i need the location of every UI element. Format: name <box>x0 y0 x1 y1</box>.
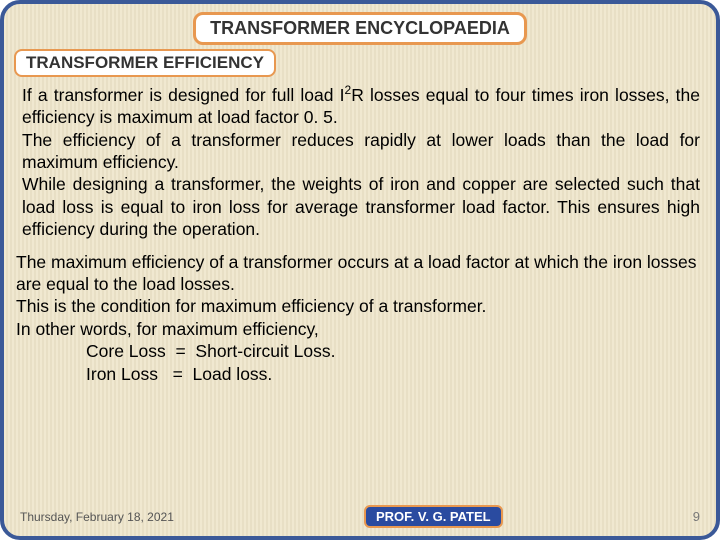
slide-subtitle: TRANSFORMER EFFICIENCY <box>14 49 276 77</box>
slide-container: TRANSFORMER ENCYCLOPAEDIA TRANSFORMER EF… <box>0 0 720 540</box>
equation-2: Iron Loss = Load loss. <box>86 364 272 384</box>
p4-text: The maximum efficiency of a transformer … <box>16 252 697 294</box>
slide-title: TRANSFORMER ENCYCLOPAEDIA <box>193 12 527 45</box>
footer-author: PROF. V. G. PATEL <box>364 505 503 528</box>
title-row: TRANSFORMER ENCYCLOPAEDIA <box>14 12 706 45</box>
footer-date: Thursday, February 18, 2021 <box>20 510 174 524</box>
footer: Thursday, February 18, 2021 PROF. V. G. … <box>20 505 700 528</box>
p2-text: The efficiency of a transformer reduces … <box>22 130 700 172</box>
paragraph-block-1: If a transformer is designed for full lo… <box>22 83 700 241</box>
footer-page-number: 9 <box>693 509 700 524</box>
equation-1: Core Loss = Short-circuit Loss. <box>86 341 335 361</box>
p5-text: This is the condition for maximum effici… <box>16 296 486 316</box>
p1-part-a: If a transformer is designed for full lo… <box>22 85 345 105</box>
p3-text: While designing a transformer, the weigh… <box>22 174 700 239</box>
p6-text: In other words, for maximum efficiency, <box>16 319 319 339</box>
paragraph-block-2: The maximum efficiency of a transformer … <box>16 251 702 385</box>
